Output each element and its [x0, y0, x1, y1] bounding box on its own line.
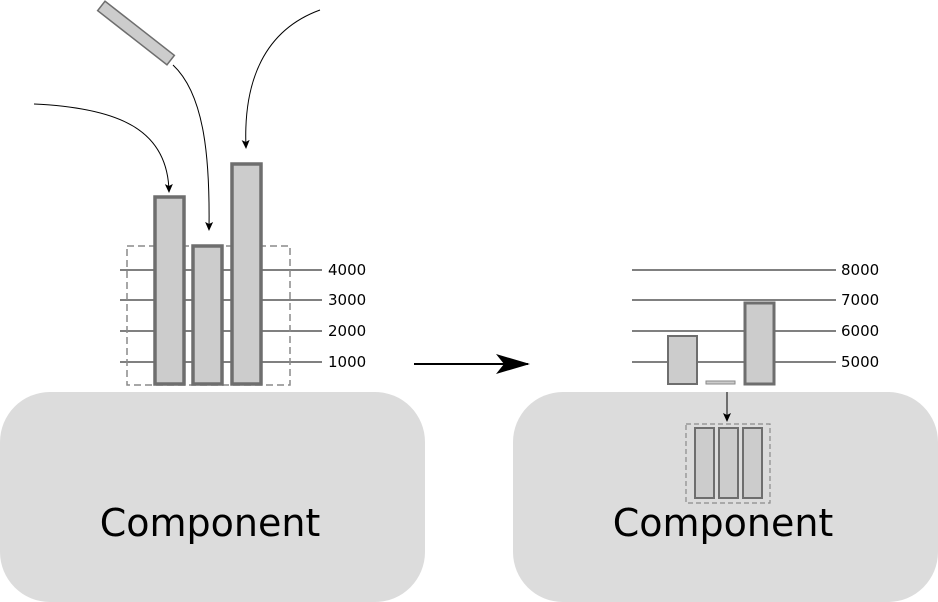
arrow-to-bar-2: [172, 64, 214, 231]
right-tick-5000: 5000: [841, 353, 879, 371]
falling-bar: [96, 0, 176, 66]
left-component-label: Component: [100, 501, 321, 545]
left-tick-2000: 2000: [328, 322, 366, 340]
arrow-to-bar-1: [33, 103, 173, 193]
stored-bar-1: [694, 427, 715, 499]
left-tick-4000: 4000: [328, 261, 366, 279]
right-bar-2: [705, 380, 736, 385]
right-bar-1: [667, 335, 698, 385]
arrow-to-bar-3: [241, 9, 321, 149]
left-bar-2: [191, 244, 224, 386]
left-bar-3: [230, 162, 263, 386]
left-tick-3000: 3000: [328, 291, 366, 309]
right-tick-7000: 7000: [841, 291, 879, 309]
right-bar-3: [743, 301, 776, 386]
left-component-box: [0, 392, 425, 602]
right-dashed-container: [685, 423, 771, 504]
left-tick-1000: 1000: [328, 353, 366, 371]
stored-bar-3: [742, 427, 763, 499]
right-tick-6000: 6000: [841, 322, 879, 340]
right-component-label: Component: [613, 501, 834, 545]
right-tick-8000: 8000: [841, 261, 879, 279]
right-panel: Component 8000 7000 6000 5000: [513, 261, 938, 602]
left-bar-1: [153, 195, 186, 386]
stored-bar-2: [718, 427, 739, 499]
left-panel: Component 4000 3000 2000 1000: [0, 0, 425, 602]
